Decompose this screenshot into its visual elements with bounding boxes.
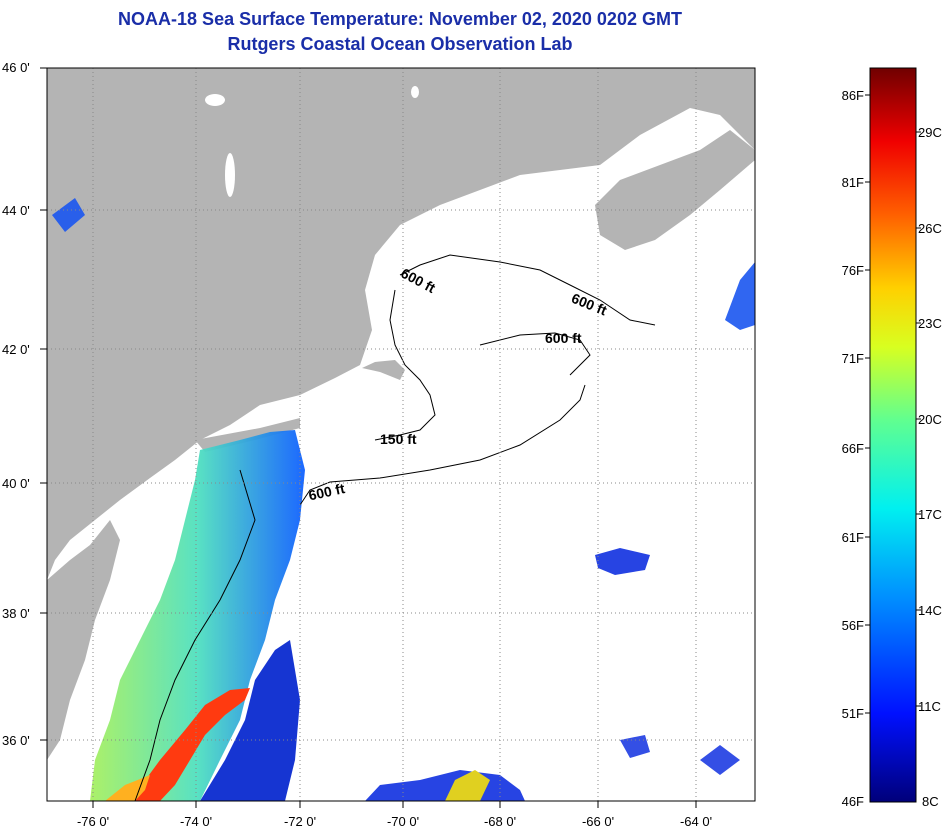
lon-tick-label: -64 0'	[680, 814, 712, 829]
colorbar-label-f: 66F	[842, 441, 864, 456]
lat-tick-label: 36 0'	[2, 733, 30, 748]
colorbar-label-c: 23C	[918, 316, 942, 331]
land-nova-scotia	[595, 130, 755, 250]
colorbar-label-f: 61F	[842, 530, 864, 545]
colorbar-label-f: 81F	[842, 175, 864, 190]
colorbar-label-f: 86F	[842, 88, 864, 103]
sst-patch-canada-lake	[52, 198, 85, 232]
lat-tick-label: 44 0'	[2, 203, 30, 218]
colorbar-label-c: 8C	[922, 794, 939, 809]
colorbar-label-c: 20C	[918, 412, 942, 427]
colorbar-label-f: 71F	[842, 351, 864, 366]
sst-swath-shelf	[90, 430, 305, 801]
colorbar-label-f: 56F	[842, 618, 864, 633]
map-subtitle: Rutgers Coastal Ocean Observation Lab	[227, 34, 573, 54]
map-frame	[46, 67, 756, 802]
colorbar-label-c: 29C	[918, 125, 942, 140]
colorbar-label-c: 14C	[918, 603, 942, 618]
lat-tick-label: 40 0'	[2, 476, 30, 491]
lat-tick-label: 42 0'	[2, 342, 30, 357]
contour-600ft-bank	[479, 332, 591, 376]
sst-gulf-stream	[130, 688, 250, 801]
lon-tick-label: -68 0'	[484, 814, 516, 829]
colorbar-label-c: 11C	[918, 699, 941, 714]
lon-tick-label: -74 0'	[180, 814, 212, 829]
lon-tick-label: -76 0'	[77, 814, 109, 829]
land-cape-cod	[362, 360, 405, 380]
contour-600ft-shelf	[299, 384, 586, 506]
contour-coast-delmarva	[134, 469, 256, 801]
lake	[225, 153, 235, 197]
colorbar-label-c: 26C	[918, 221, 942, 236]
lon-tick-label: -70 0'	[387, 814, 419, 829]
sst-gulf-stream-core	[105, 775, 150, 801]
lon-tick-label: -66 0'	[582, 814, 614, 829]
sst-patch-far-east	[620, 735, 740, 775]
colorbar-label-c: 17C	[918, 507, 942, 522]
map-title: NOAA-18 Sea Surface Temperature: Novembe…	[118, 9, 682, 29]
sst-patch-southeast-warm	[445, 770, 490, 801]
sst-patch-mid	[595, 548, 650, 575]
depth-label: 600 ft	[307, 480, 346, 503]
colorbar-label-f: 46F	[842, 794, 864, 809]
lat-tick-label: 46 0'	[2, 60, 30, 75]
colorbar-label-f: 51F	[842, 706, 864, 721]
lon-tick-label: -72 0'	[284, 814, 316, 829]
land-mainland	[47, 68, 755, 580]
depth-label: 600 ft	[545, 330, 582, 346]
depth-label: 150 ft	[380, 431, 417, 447]
tick-marks	[40, 67, 697, 808]
sst-swath-offshore	[200, 640, 300, 801]
colorbar	[869, 67, 917, 803]
lake	[411, 86, 419, 98]
lake	[205, 94, 225, 106]
land-long-island	[195, 418, 300, 452]
contour-150ft	[374, 289, 436, 441]
colorbar-label-f: 76F	[842, 263, 864, 278]
colorbar-ticks	[865, 94, 921, 714]
sst-patch-east	[725, 262, 755, 330]
land-delmarva	[47, 520, 120, 760]
contour-600ft-gulf	[399, 254, 656, 326]
lat-tick-label: 38 0'	[2, 606, 30, 621]
